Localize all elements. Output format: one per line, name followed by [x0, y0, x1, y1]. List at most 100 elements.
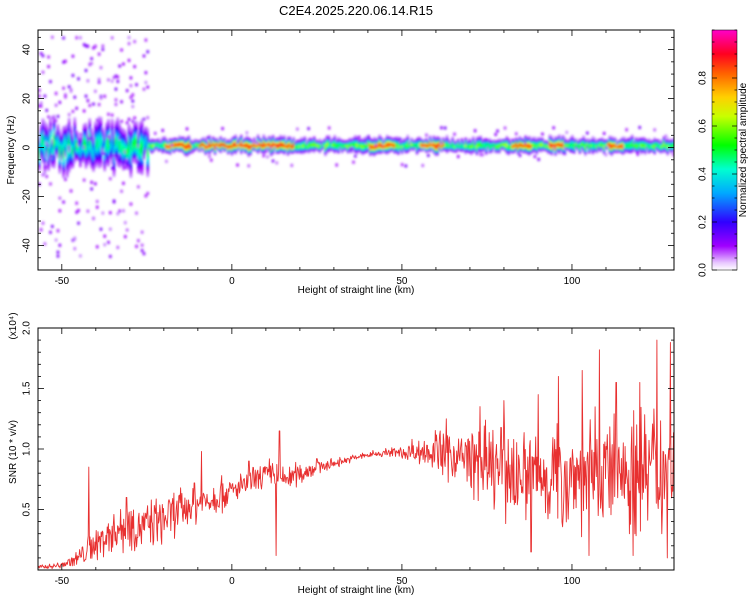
heatmap-cell [466, 144, 469, 147]
heatmap-cell [99, 136, 103, 139]
heatmap-cell [71, 151, 75, 154]
heatmap-cell [327, 138, 331, 141]
heatmap-cell [339, 142, 342, 145]
heatmap-cell [284, 148, 288, 151]
heatmap-cell [436, 143, 439, 146]
heatmap-cell [647, 147, 651, 150]
heatmap-cell [464, 143, 467, 146]
heatmap-cell [354, 138, 357, 141]
heatmap-cell [311, 139, 314, 142]
heatmap-cell [361, 141, 365, 144]
heatmap-cell [647, 142, 651, 145]
heatmap-cell [582, 142, 585, 145]
heatmap-cell [312, 142, 316, 145]
heatmap-cell [99, 127, 103, 130]
heatmap-cell [236, 141, 239, 144]
heatmap-cell [640, 148, 643, 151]
heatmap-cell [412, 149, 415, 152]
heatmap-cell [110, 158, 114, 161]
heatmap-speckle [43, 242, 47, 246]
heatmap-cell [303, 140, 307, 143]
heatmap-cell [139, 124, 142, 127]
heatmap-cell [359, 145, 363, 148]
heatmap-speckle [109, 254, 112, 258]
heatmap-cell [572, 141, 576, 144]
heatmap-cell [279, 143, 282, 146]
heatmap-speckle [103, 152, 106, 156]
heatmap-cell [253, 149, 256, 152]
heatmap-cell [243, 142, 247, 145]
heatmap-cell [47, 150, 50, 153]
heatmap-cell [539, 148, 542, 151]
heatmap-cell [82, 134, 86, 137]
heatmap-cell [513, 139, 516, 142]
heatmap-cell [397, 142, 400, 145]
heatmap-cell [124, 134, 127, 137]
heatmap-cell [346, 151, 350, 154]
heatmap-cell [95, 160, 99, 163]
heatmap-cell [118, 149, 121, 152]
heatmap-cell [288, 149, 292, 152]
heatmap-cell [636, 148, 640, 151]
heatmap-cell [513, 146, 516, 149]
heatmap-cell [230, 143, 234, 146]
heatmap-cell [198, 141, 202, 144]
heatmap-cell [62, 164, 65, 167]
heatmap-cell [97, 156, 101, 159]
heatmap-cell [522, 138, 525, 141]
heatmap-cell [505, 152, 509, 155]
heatmap-cell [320, 147, 323, 150]
heatmap-cell [327, 135, 331, 138]
heatmap-cell [357, 143, 361, 146]
heatmap-cell [208, 145, 211, 148]
heatmap-cell [69, 137, 73, 140]
heatmap-cell [110, 134, 114, 137]
heatmap-cell [211, 137, 215, 140]
snr-y-tick-label: 0.5 [22, 502, 33, 516]
heatmap-cell [629, 138, 632, 141]
heatmap-cell [174, 146, 178, 149]
heatmap-cell [139, 160, 142, 163]
heatmap-cell [219, 148, 222, 151]
heatmap-cell [49, 137, 52, 140]
heatmap-cell [94, 142, 97, 145]
heatmap-cell [565, 141, 568, 144]
heatmap-cell [144, 133, 148, 136]
heatmap-cell [58, 165, 62, 168]
heatmap-cell [56, 128, 60, 131]
heatmap-cell [146, 142, 149, 145]
heatmap-cell [118, 133, 121, 136]
heatmap-cell [73, 143, 77, 146]
heatmap-cell [99, 130, 103, 133]
heatmap-cell [352, 137, 355, 140]
heatmap-cell [232, 143, 236, 146]
heatmap-cell [636, 137, 640, 140]
colorbar-label: Normalized spectral amplitude [738, 82, 749, 217]
heatmap-speckle [103, 94, 106, 98]
heatmap-cell [399, 149, 402, 152]
heatmap-cell [86, 135, 90, 138]
heatmap-cell [228, 140, 232, 143]
heatmap-cell [389, 138, 393, 141]
heatmap-cell [591, 137, 595, 140]
heatmap-cell [505, 142, 509, 145]
heatmap-cell [254, 144, 258, 147]
heatmap-cell [211, 139, 215, 142]
heatmap-cell [614, 147, 617, 150]
snr-background [38, 328, 674, 570]
heatmap-cell [449, 142, 452, 145]
heatmap-cell [348, 138, 351, 141]
heatmap-speckle [69, 89, 73, 93]
heatmap-cell [183, 142, 187, 145]
heatmap-cell [110, 120, 114, 123]
heatmap-cell [442, 147, 445, 150]
heatmap-cell [41, 131, 45, 134]
heatmap-cell [56, 124, 60, 127]
heatmap-cell [376, 150, 380, 153]
heatmap-cell [43, 143, 47, 146]
heatmap-cell [531, 142, 535, 145]
heatmap-cell [528, 146, 531, 149]
heatmap-cell [455, 140, 458, 143]
heatmap-cell [354, 151, 357, 154]
heatmap-cell [112, 133, 116, 136]
